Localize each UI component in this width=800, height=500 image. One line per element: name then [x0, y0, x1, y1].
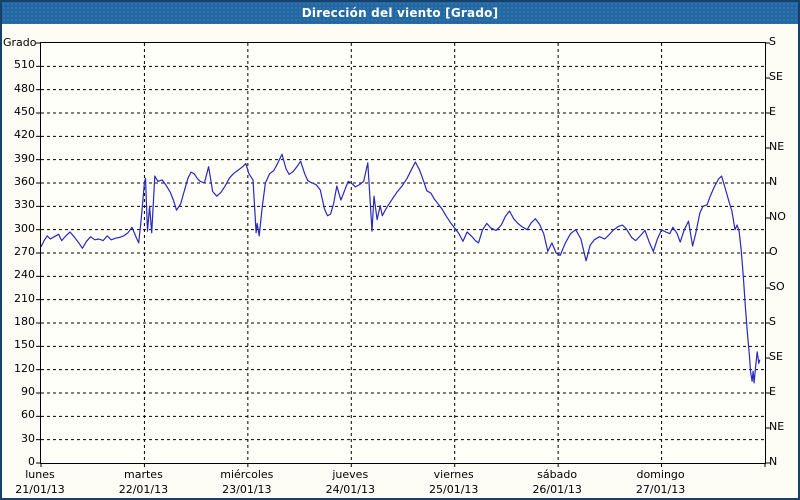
day-date: 26/01/13 [532, 483, 582, 496]
compass-tick-label: N [769, 175, 778, 188]
day-date: 21/01/13 [15, 483, 65, 496]
day-name: lunes [25, 468, 55, 481]
day-date: 24/01/13 [325, 483, 375, 496]
y-axis-tick-label: 480 [14, 81, 35, 95]
wind-direction-chart [36, 42, 770, 467]
x-axis-day-label: domingo 27/01/13 [616, 469, 706, 496]
x-axis-day-label: miércoles 23/01/13 [202, 469, 292, 496]
compass-tick-label: N [769, 455, 778, 468]
y-axis-tick-label: 120 [14, 361, 35, 375]
x-axis-day-label: lunes 21/01/13 [2, 468, 85, 496]
compass-tick-label: SE [769, 70, 783, 83]
x-axis-day-label: jueves 24/01/13 [305, 469, 395, 496]
y-axis-tick-label: 330 [14, 198, 35, 212]
day-date: 23/01/13 [222, 483, 272, 496]
x-axis-day-label: martes 22/01/13 [98, 469, 188, 496]
compass-tick-label: NE [769, 140, 785, 153]
y-axis-tick-label: 180 [14, 315, 35, 328]
compass-tick-label: S [769, 35, 776, 48]
day-name: jueves [332, 468, 369, 481]
plot-area [36, 42, 770, 467]
chart-title: Dirección del viento [Grado] [301, 6, 499, 20]
day-name: sábado [537, 468, 578, 481]
compass-tick-label: SO [769, 280, 785, 293]
y-axis-tick-label: 150 [14, 338, 35, 352]
day-name: miércoles [220, 468, 274, 481]
y-axis-tick-label: 270 [14, 245, 35, 258]
compass-tick-label: E [769, 385, 776, 398]
y-axis-tick-label: 210 [14, 291, 35, 305]
y-axis-tick-label: 60 [21, 408, 35, 422]
day-name: martes [124, 468, 163, 481]
y-axis-tick-label: 510 [14, 58, 35, 72]
y-axis-tick-label: 360 [14, 175, 35, 188]
title-bar: Dirección del viento [Grado] [2, 2, 798, 24]
day-date: 27/01/13 [635, 483, 686, 496]
x-axis-day-label: sábado 26/01/13 [512, 469, 602, 496]
x-axis-day-label: viernes 25/01/13 [409, 469, 499, 496]
day-name: domingo [636, 468, 685, 481]
compass-tick-label: S [769, 315, 776, 328]
day-date: 25/01/13 [429, 483, 479, 496]
y-axis-tick-label: 390 [14, 151, 35, 165]
day-date: 22/01/13 [118, 483, 169, 496]
compass-tick-label: NO [769, 210, 786, 223]
day-name: viernes [433, 468, 474, 481]
y-axis-tick-label: 90 [21, 385, 35, 398]
wind-direction-line [40, 153, 761, 384]
y-axis-tick-label: 420 [14, 128, 35, 142]
y-axis-unit-label: Grado [3, 36, 37, 49]
compass-tick-label: SE [769, 350, 783, 363]
y-axis-tick-label: 0 [28, 455, 35, 468]
y-axis-tick-label: 240 [14, 268, 35, 282]
compass-tick-label: E [769, 105, 776, 118]
y-axis-tick-label: 30 [21, 431, 35, 445]
compass-tick-label: O [769, 245, 778, 258]
compass-tick-label: NE [769, 420, 785, 433]
y-axis-tick-label: 450 [14, 105, 35, 118]
y-axis-tick-label: 300 [14, 221, 35, 235]
